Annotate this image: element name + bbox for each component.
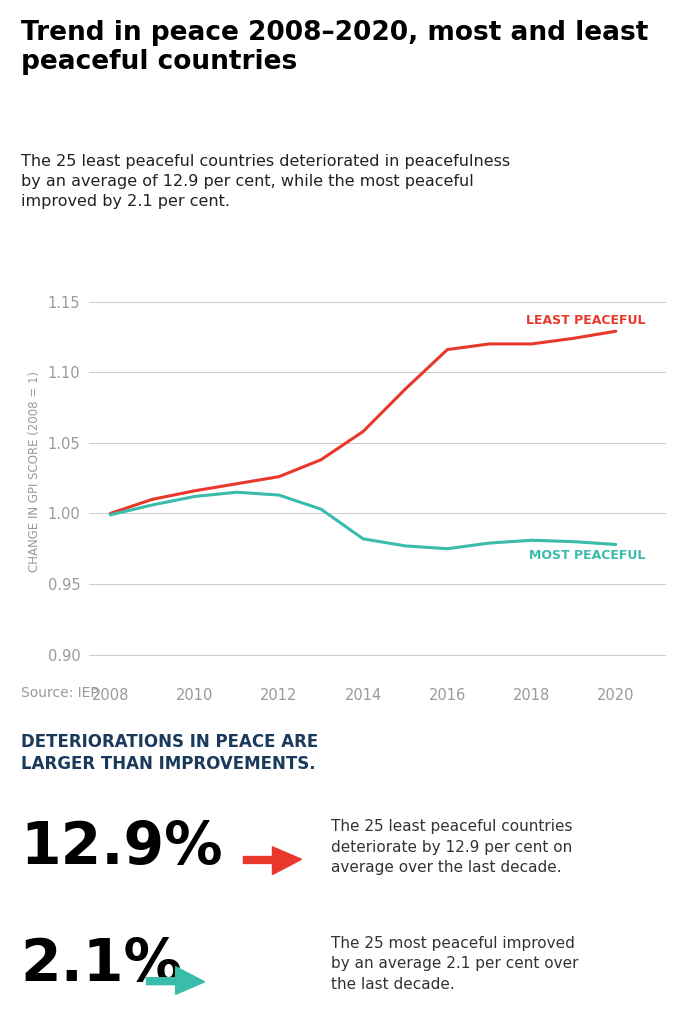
Polygon shape [146, 967, 205, 994]
Polygon shape [243, 847, 302, 874]
Text: LEAST PEACEFUL: LEAST PEACEFUL [526, 314, 645, 327]
Text: Trend in peace 2008–2020, most and least
peaceful countries: Trend in peace 2008–2020, most and least… [21, 20, 648, 76]
Text: DETERIORATIONS IN PEACE ARE
LARGER THAN IMPROVEMENTS.: DETERIORATIONS IN PEACE ARE LARGER THAN … [21, 733, 318, 773]
Y-axis label: CHANGE IN GPI SCORE (2008 = 1): CHANGE IN GPI SCORE (2008 = 1) [27, 371, 41, 571]
Text: The 25 most peaceful improved
by an average 2.1 per cent over
the last decade.: The 25 most peaceful improved by an aver… [330, 936, 578, 991]
Text: 12.9%: 12.9% [21, 819, 223, 877]
Text: MOST PEACEFUL: MOST PEACEFUL [529, 549, 645, 562]
Text: 2.1%: 2.1% [21, 936, 183, 993]
Text: Source: IEP: Source: IEP [21, 686, 98, 700]
Text: The 25 least peaceful countries
deteriorate by 12.9 per cent on
average over the: The 25 least peaceful countries deterior… [330, 819, 572, 874]
Text: The 25 least peaceful countries deteriorated in peacefulness
by an average of 12: The 25 least peaceful countries deterior… [21, 154, 510, 209]
